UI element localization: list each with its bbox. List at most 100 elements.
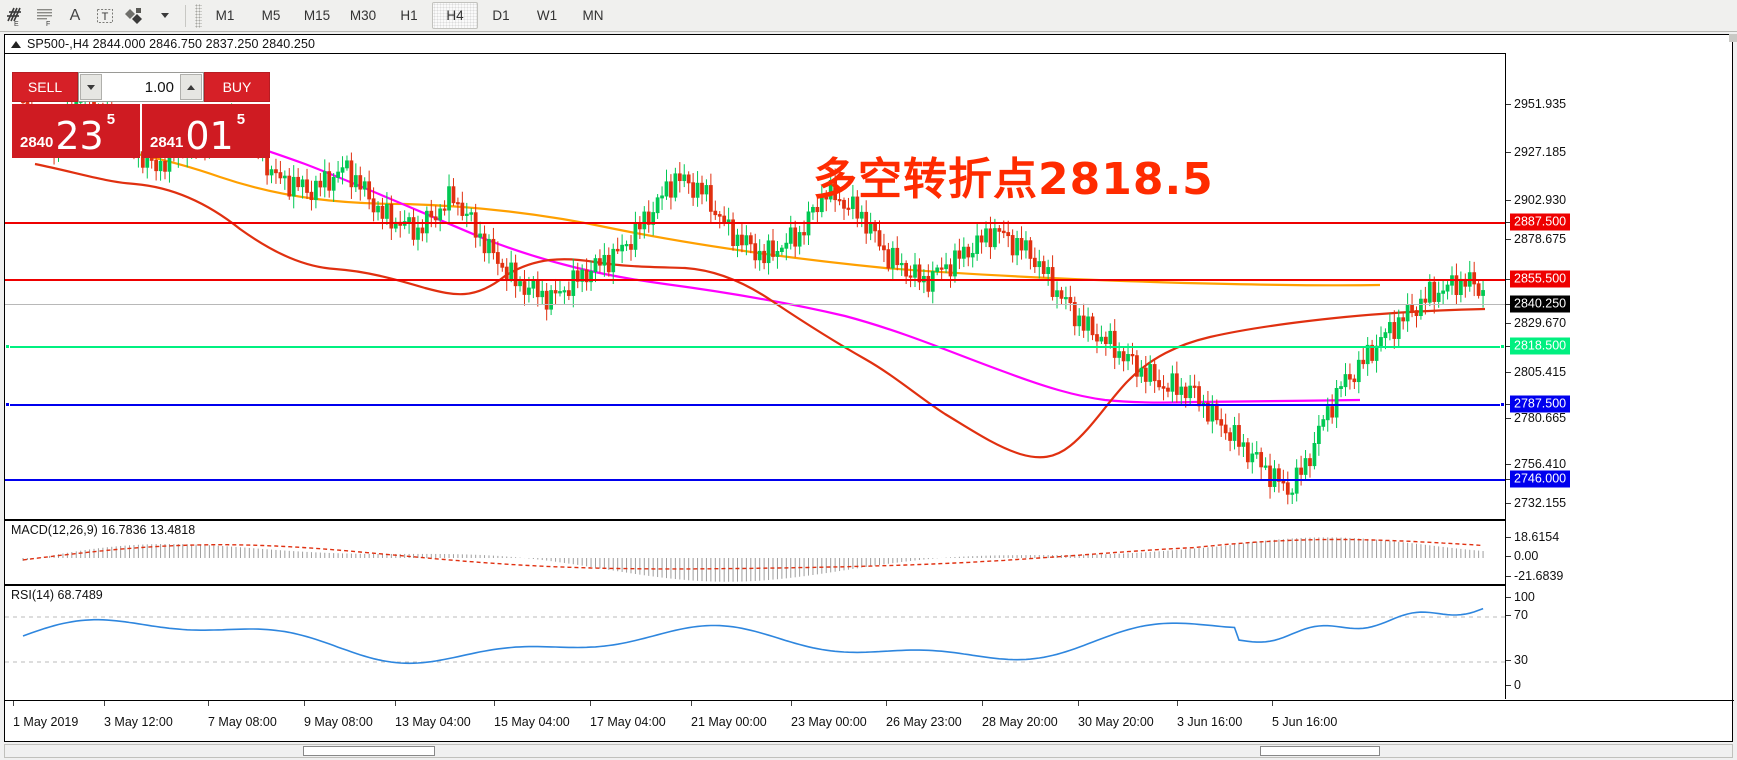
axis-tick bbox=[1506, 464, 1511, 465]
price-axis-label: 2878.675 bbox=[1514, 232, 1567, 246]
axis-tick bbox=[1506, 152, 1511, 153]
time-axis-label: 17 May 04:00 bbox=[590, 715, 666, 729]
price-axis-label: 2902.930 bbox=[1514, 193, 1567, 207]
axis-tick bbox=[1506, 685, 1511, 686]
time-axis-label: 7 May 08:00 bbox=[208, 715, 277, 729]
grid-icon[interactable]: F bbox=[30, 2, 60, 30]
price-level-badge[interactable]: 2855.500 bbox=[1510, 270, 1571, 288]
axis-tick bbox=[1506, 479, 1511, 480]
price-level-badge[interactable]: 2840.250 bbox=[1510, 295, 1571, 313]
axis-tick bbox=[1506, 503, 1511, 504]
price-axis-label: 0 bbox=[1514, 678, 1521, 692]
price-axis-label: 2951.935 bbox=[1514, 97, 1567, 111]
svg-text:T: T bbox=[102, 11, 109, 23]
price-level-badge[interactable]: 2787.500 bbox=[1510, 395, 1571, 413]
buy-price-main: 01 bbox=[185, 114, 234, 159]
sell-button[interactable]: SELL bbox=[12, 72, 78, 102]
svg-text:E: E bbox=[14, 21, 19, 27]
price-axis-label: 70 bbox=[1514, 608, 1528, 622]
time-tick bbox=[791, 701, 792, 706]
axis-tick bbox=[1506, 418, 1511, 419]
toolbar-divider bbox=[185, 4, 186, 27]
price-level-badge[interactable]: 2818.500 bbox=[1510, 337, 1571, 355]
axis-tick bbox=[1506, 346, 1511, 347]
text-tool-icon[interactable]: A bbox=[69, 6, 81, 24]
axis-tick bbox=[1506, 239, 1511, 240]
time-axis-label: 3 May 12:00 bbox=[104, 715, 173, 729]
time-axis-label: 28 May 20:00 bbox=[982, 715, 1058, 729]
timeframe-m1[interactable]: M1 bbox=[215, 8, 235, 23]
rsi-pane[interactable]: RSI(14) 68.7489 bbox=[5, 584, 1505, 699]
horizontal-scrollbar[interactable] bbox=[4, 744, 1733, 758]
axis-tick bbox=[1506, 537, 1511, 538]
buy-button[interactable]: BUY bbox=[204, 72, 270, 102]
price-axis-label: 0.00 bbox=[1514, 549, 1539, 563]
time-axis-label: 26 May 23:00 bbox=[886, 715, 962, 729]
time-tick bbox=[1272, 701, 1273, 706]
sell-price-box[interactable]: 2840 23 5 bbox=[12, 104, 140, 158]
scroll-thumb-left[interactable] bbox=[303, 746, 435, 756]
price-axis-label: 18.6154 bbox=[1514, 530, 1560, 544]
dropdown-arrow-icon[interactable] bbox=[150, 2, 180, 30]
price-axis-label: 2732.155 bbox=[1514, 496, 1567, 510]
vertical-scroll-corner[interactable] bbox=[1729, 34, 1737, 42]
text-label-icon[interactable]: T bbox=[90, 2, 120, 30]
time-tick bbox=[590, 701, 591, 706]
price-axis-label: 2829.670 bbox=[1514, 316, 1567, 330]
chart-annotation: 多空转折点2818.5 bbox=[813, 154, 1214, 205]
one-click-trading-panel: SELL 1.00 BUY 2840 23 5 2841 01 5 bbox=[12, 72, 270, 158]
sell-price-prefix: 2840 bbox=[20, 134, 54, 151]
time-axis-label: 23 May 00:00 bbox=[791, 715, 867, 729]
macd-pane[interactable]: MACD(12,26,9) 16.7836 13.4818 bbox=[5, 519, 1505, 583]
time-axis-label: 13 May 04:00 bbox=[395, 715, 471, 729]
axis-tick bbox=[1506, 104, 1511, 105]
price-level-badge[interactable]: 2887.500 bbox=[1510, 213, 1571, 231]
timeframe-h4[interactable]: H4 bbox=[432, 2, 478, 29]
objects-icon[interactable] bbox=[120, 2, 150, 30]
timeframe-mn[interactable]: MN bbox=[582, 8, 604, 23]
volume-increase-button[interactable] bbox=[180, 74, 202, 100]
buy-price-fraction: 5 bbox=[236, 111, 246, 128]
price-level-badge[interactable]: 2746.000 bbox=[1510, 470, 1571, 488]
time-axis-label: 21 May 00:00 bbox=[691, 715, 767, 729]
quote-header: SP500-,H4 2844.000 2846.750 2837.250 284… bbox=[5, 35, 1732, 53]
time-tick bbox=[886, 701, 887, 706]
timeframe-w1[interactable]: W1 bbox=[536, 8, 558, 23]
price-axis-label: 30 bbox=[1514, 653, 1528, 667]
axis-tick bbox=[1506, 200, 1511, 201]
volume-decrease-button[interactable] bbox=[80, 74, 102, 100]
time-tick bbox=[13, 701, 14, 706]
indicators-icon[interactable]: E bbox=[0, 2, 30, 30]
timeframe-h1[interactable]: H1 bbox=[400, 8, 418, 23]
rsi-series bbox=[5, 607, 1505, 665]
time-axis-label: 15 May 04:00 bbox=[494, 715, 570, 729]
axis-tick bbox=[1506, 404, 1511, 405]
time-tick bbox=[1078, 701, 1079, 706]
volume-value[interactable]: 1.00 bbox=[144, 78, 174, 96]
timeframe-bar: M1 M5 M15 M30 H1 H4 D1 W1 MN bbox=[202, 0, 616, 31]
timeframe-m5[interactable]: M5 bbox=[261, 8, 281, 23]
volume-stepper[interactable]: 1.00 bbox=[78, 72, 204, 102]
axis-tick bbox=[1506, 304, 1511, 305]
collapse-triangle-icon[interactable] bbox=[11, 40, 21, 48]
macd-label: MACD(12,26,9) 16.7836 13.4818 bbox=[11, 523, 196, 537]
time-tick bbox=[395, 701, 396, 706]
toolbar-grip[interactable] bbox=[195, 3, 202, 28]
axis-tick bbox=[1506, 660, 1511, 661]
price-axis-label: 2805.415 bbox=[1514, 365, 1567, 379]
price-axis-label: 2756.410 bbox=[1514, 457, 1567, 471]
axis-tick bbox=[1506, 576, 1511, 577]
price-axis-label: 100 bbox=[1514, 590, 1535, 604]
time-axis-label: 1 May 2019 bbox=[13, 715, 79, 729]
scroll-thumb-right[interactable] bbox=[1260, 746, 1380, 756]
buy-price-box[interactable]: 2841 01 5 bbox=[142, 104, 270, 158]
trade-controls-row: SELL 1.00 BUY bbox=[12, 72, 270, 102]
timeframe-m30[interactable]: M30 bbox=[349, 8, 377, 23]
price-axis[interactable]: 2951.935 2927.185 2902.930 2887.500 2878.675… bbox=[1505, 53, 1734, 699]
quote-text: SP500-,H4 2844.000 2846.750 2837.250 284… bbox=[27, 37, 316, 51]
axis-tick bbox=[1506, 615, 1511, 616]
timeframe-m15[interactable]: M15 bbox=[303, 8, 331, 23]
rsi-label: RSI(14) 68.7489 bbox=[11, 588, 103, 602]
timeframe-d1[interactable]: D1 bbox=[492, 8, 510, 23]
